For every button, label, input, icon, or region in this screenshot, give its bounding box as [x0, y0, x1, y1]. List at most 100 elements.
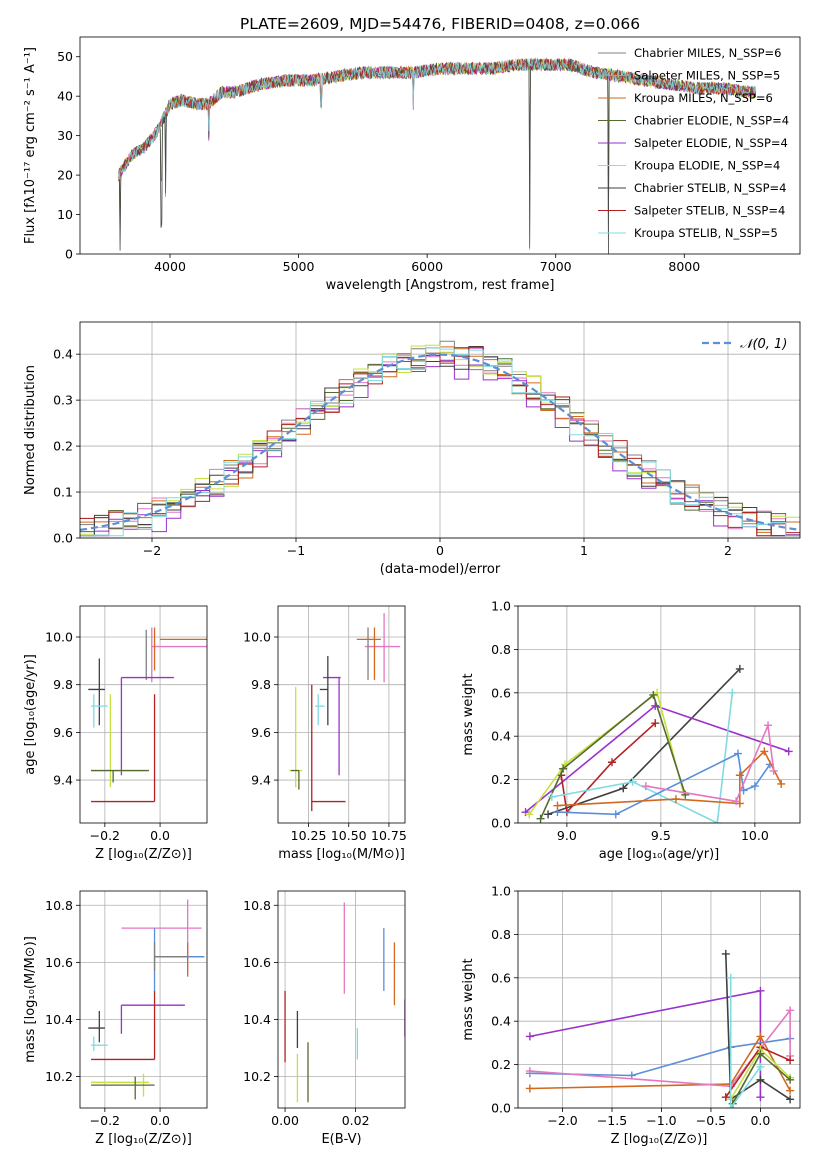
x-tick-label: 0.0 [150, 828, 170, 843]
x-tick-label: 7000 [540, 259, 572, 274]
plot-area [80, 340, 800, 537]
x-tick-label: −2.0 [547, 1113, 577, 1128]
y-tick-label: 10.4 [243, 1012, 271, 1027]
axes-frame [79, 36, 801, 255]
weight-marker [713, 819, 722, 823]
weight-marker [544, 810, 553, 819]
x-tick-label: 0.0 [750, 1113, 770, 1128]
data-point [311, 684, 346, 812]
x-tick-label: −2 [143, 543, 161, 558]
weight-marker [786, 1086, 795, 1095]
data-point [289, 687, 303, 788]
weight-marker [756, 1049, 765, 1058]
plot-area [88, 899, 205, 1100]
axes-frame [277, 890, 406, 1109]
weight-line-5 [551, 692, 734, 823]
data-point [120, 676, 174, 776]
y-tick-label: 0.1 [53, 485, 73, 500]
data-point [120, 1004, 185, 1034]
weight-marker [735, 771, 744, 780]
weight-line-0 [529, 989, 762, 1098]
weight-marker [786, 1056, 795, 1065]
y-tick-label: 0.3 [53, 393, 73, 408]
grid [278, 606, 405, 823]
plot-area [88, 627, 207, 803]
data-point [323, 676, 341, 776]
y-tick-label: 0.2 [491, 772, 511, 787]
weight-marker [641, 782, 650, 791]
y-tick-label: 10.0 [243, 630, 271, 645]
plot-area [284, 902, 405, 1103]
weight-marker [764, 721, 773, 730]
weight-marker [726, 973, 735, 982]
data-point [121, 899, 202, 971]
weight-line-2 [560, 722, 656, 814]
x-tick-label: −1 [287, 543, 305, 558]
y-tick-label: 1.0 [491, 599, 511, 614]
axes: −2 −1 0 1 2 0.0 0.1 0.2 0.3 0.4 (data-model)/error… [23, 321, 801, 577]
axes-frame [517, 890, 801, 1109]
y-tick-label: 10.8 [45, 898, 73, 913]
data-point [91, 694, 108, 728]
x-axis-label: age [log₁₀(age/yr)] [599, 847, 720, 862]
x-tick-label: 6000 [411, 259, 443, 274]
y-tick-label: 9.6 [251, 725, 271, 740]
weight-marker [756, 986, 765, 995]
panel-weight-vs-Z: −2.0 −1.5 −1.0 −0.5 0.0 0.0 0.2 0.4 0.6 0.8 1.0 Z [… [461, 884, 801, 1147]
y-tick-label: 10 [57, 207, 73, 222]
weight-marker [769, 766, 778, 775]
axes-frame [517, 605, 801, 824]
x-axis-label: Z [log₁₀(Z/Z⊙)] [611, 1132, 708, 1147]
x-tick-label: 9.0 [557, 828, 577, 843]
weight-marker [728, 688, 737, 697]
grid [518, 890, 800, 1109]
weight-line-7 [732, 1052, 791, 1105]
panel-mass-vs-Z: −0.2 0.0 10.2 10.4 10.6 10.8 Z [log₁₀(Z/Z⊙)] ma… [23, 890, 208, 1147]
x-tick-label: −0.5 [696, 1113, 726, 1128]
y-tick-label: 0.6 [491, 685, 511, 700]
y-tick-label: 10.6 [243, 955, 271, 970]
weight-line-6 [557, 752, 771, 816]
gaussian-curve [80, 353, 800, 531]
weight-marker [756, 1062, 765, 1071]
data-point [356, 627, 381, 680]
weight-marker [553, 801, 562, 810]
x-axis-label: Z [log₁₀(Z/Z⊙)] [95, 847, 192, 862]
weight-marker [547, 792, 556, 801]
weight-marker [649, 690, 658, 699]
y-tick-label: 10.6 [45, 955, 73, 970]
data-point [154, 942, 205, 977]
y-tick-label: 1.0 [491, 884, 511, 899]
y-tick-label: 0 [65, 247, 73, 262]
weight-marker [786, 1095, 795, 1104]
x-tick-label: 9.5 [651, 828, 671, 843]
axes-frame [79, 890, 208, 1109]
legend-label: Kroupa ELODIE, N_SSP=4 [634, 159, 780, 173]
y-tick-label: 0.4 [491, 729, 511, 744]
y-axis-label: Flux [fλ10⁻¹⁷ erg cm⁻² s⁻¹ A⁻¹] [23, 47, 38, 244]
legend-label: Chabrier STELIB, N_SSP=4 [634, 181, 786, 195]
plot-area [289, 613, 401, 812]
y-axis-label: age [log₁₀(age/yr)] [23, 654, 38, 775]
x-axis-label: wavelength [Angstrom, rest frame] [326, 278, 555, 293]
x-tick-label: 10.50 [331, 828, 367, 843]
y-tick-label: 0.8 [491, 642, 511, 657]
data-point [290, 769, 300, 790]
weight-marker [536, 814, 545, 823]
y-tick-label: 0.2 [53, 439, 73, 454]
plot-area [525, 949, 795, 1108]
y-tick-label: 30 [57, 128, 73, 143]
x-tick-label: 0.02 [342, 1113, 370, 1128]
weight-marker [525, 1084, 534, 1093]
data-point [153, 627, 207, 671]
weight-marker [733, 749, 742, 758]
weight-marker [784, 747, 793, 756]
weight-marker [721, 1093, 730, 1102]
y-tick-label: 0.2 [491, 1057, 511, 1072]
weight-marker [756, 1032, 765, 1041]
y-tick-label: 10.0 [45, 630, 73, 645]
weight-line-7 [557, 750, 782, 807]
axes-frame [79, 605, 208, 824]
axes: 9.0 9.5 10.0 0.0 0.2 0.4 0.6 0.8 1.0 age [log₁₀(a… [461, 599, 801, 862]
panel-residuals: −2 −1 0 1 2 0.0 0.1 0.2 0.3 0.4 (data-model)/error… [23, 321, 801, 577]
